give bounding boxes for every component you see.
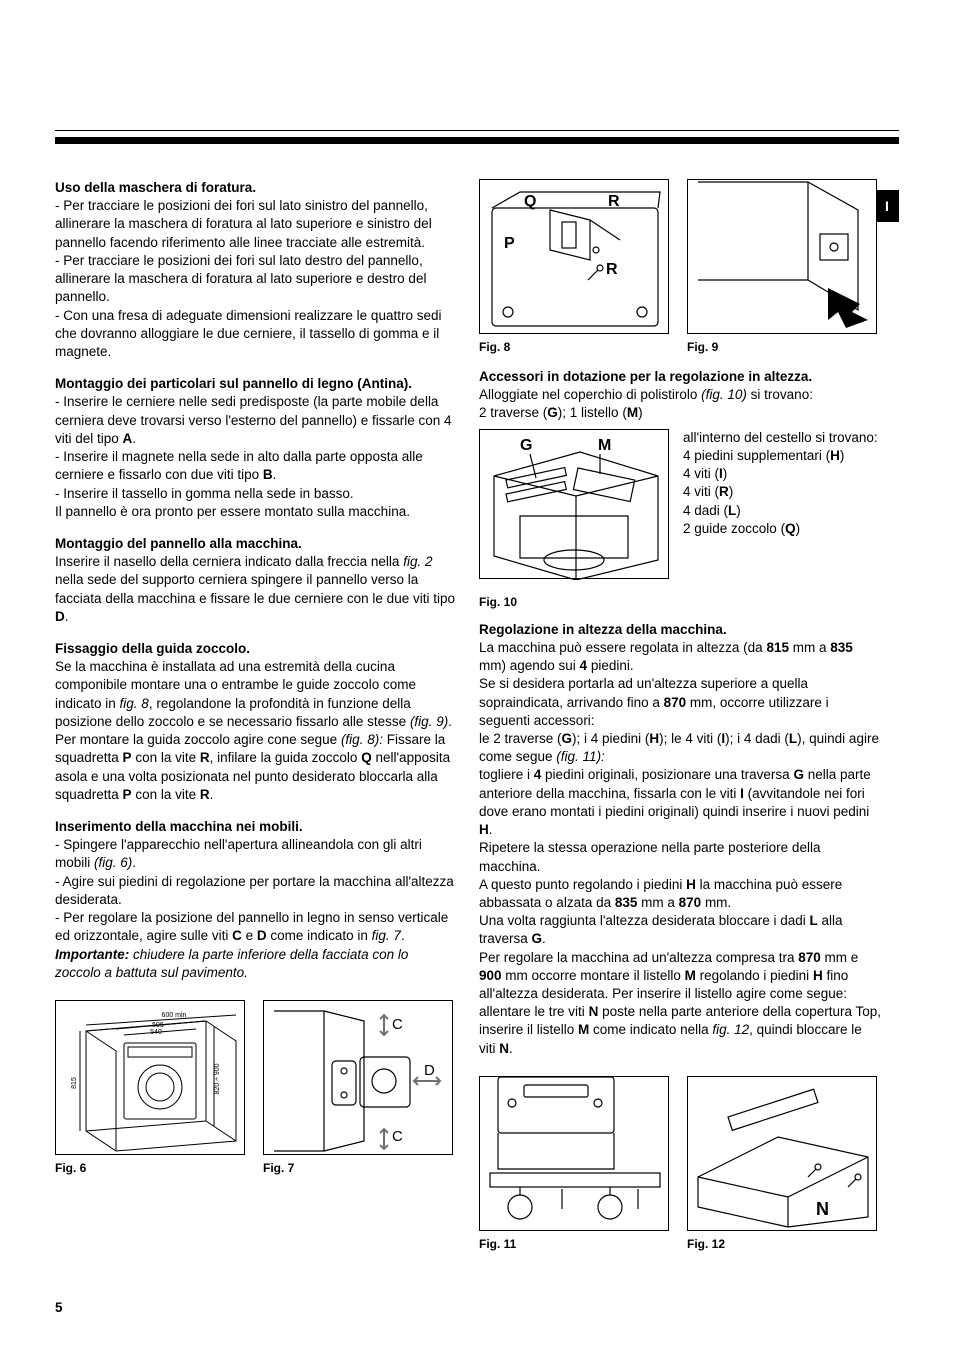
fig-12-caption: Fig. 12 [687,1237,877,1251]
para: - Inserire il magnete nella sede in alto… [55,448,457,484]
fig-7-caption: Fig. 7 [263,1161,453,1175]
svg-text:C: C [392,1128,403,1145]
svg-text:R: R [606,261,618,278]
svg-text:D: D [424,1062,435,1079]
fig-11-caption: Fig. 11 [479,1237,669,1251]
para: Il pannello è ora pronto per essere mont… [55,503,457,521]
para: La macchina può essere regolata in altez… [479,639,881,675]
heading-montaggio-particolari: Montaggio dei particolari sul pannello d… [55,375,457,393]
svg-text:Q: Q [524,193,536,210]
svg-text:600 min: 600 min [162,1012,187,1019]
para: Alloggiate nel coperchio di polistirolo … [479,386,881,404]
page: I Uso della maschera di foratura. - Per … [0,0,954,1351]
fig-7-svg: C C D [264,1001,454,1156]
svg-text:M: M [598,437,611,454]
para: togliere i 4 piedini originali, posizion… [479,766,881,839]
heading-uso: Uso della maschera di foratura. [55,179,457,197]
fig-12: N Fig. 12 [687,1076,877,1251]
para: - Spingere l'apparecchio nell'apertura a… [55,836,457,872]
language-badge: I [875,190,899,222]
fig-12-svg: N [688,1077,878,1232]
para: Per montare la guida zoccolo agire cone … [55,731,457,804]
fig-8: Q R P R Fig. 8 [479,179,669,354]
rule-thin [55,130,899,131]
figs-6-7: 540 595 600 min 815 820 ÷ 900 Fig. 6 [55,1000,457,1175]
fig-8-svg: Q R P R [480,180,670,335]
fig-11-svg [480,1077,670,1232]
svg-text:540: 540 [150,1029,162,1036]
para: - Inserire le cerniere nelle sedi predis… [55,393,457,448]
heading-accessori: Accessori in dotazione per la regolazion… [479,368,881,386]
left-column: Uso della maschera di foratura. - Per tr… [55,179,457,1251]
fig-9: Fig. 9 [687,179,877,354]
para: 2 traverse (G); 1 listello (M) [479,404,881,422]
para: - Per tracciare le posizioni dei fori su… [55,252,457,307]
para: A questo punto regolando i piedini H la … [479,876,881,912]
para: le 2 traverse (G); i 4 piedini (H); le 4… [479,730,881,766]
para: - Inserire il tassello in gomma nella se… [55,485,457,503]
svg-text:N: N [816,1199,829,1219]
fig-6-caption: Fig. 6 [55,1161,245,1175]
figs-11-12: Fig. 11 [479,1076,881,1251]
svg-text:G: G [520,437,532,454]
figs-8-9: Q R P R Fig. 8 [479,179,881,354]
para-important: Importante: chiudere la parte inferiore … [55,946,457,982]
content-columns: Uso della maschera di foratura. - Per tr… [55,179,899,1251]
svg-text:C: C [392,1016,403,1033]
fig-11: Fig. 11 [479,1076,669,1251]
para: - Con una fresa di adeguate dimensioni r… [55,307,457,362]
fig-10-caption: Fig. 10 [479,595,669,609]
para: Per regolare la macchina ad un'altezza c… [479,949,881,1058]
rule-thick [55,137,899,144]
svg-text:595: 595 [152,1022,164,1029]
svg-text:815: 815 [71,1077,78,1089]
fig-10-svg: G M [480,430,670,580]
fig-9-svg [688,180,878,335]
heading-fissaggio: Fissaggio della guida zoccolo. [55,640,457,658]
heading-inserimento: Inserimento della macchina nei mobili. [55,818,457,836]
fig-7: C C D Fig. 7 [263,1000,453,1175]
svg-text:820 ÷ 900: 820 ÷ 900 [214,1063,221,1094]
svg-text:R: R [608,193,620,210]
right-column: Q R P R Fig. 8 [479,179,881,1251]
para: Inserire il nasello della cerniera indic… [55,553,457,626]
fig-6: 540 595 600 min 815 820 ÷ 900 Fig. 6 [55,1000,245,1175]
para: Se la macchina è installata ad una estre… [55,658,457,731]
para: Ripetere la stessa operazione nella part… [479,839,881,875]
para: Se si desidera portarla ad un'altezza su… [479,675,881,730]
fig-6-svg: 540 595 600 min 815 820 ÷ 900 [56,1001,246,1156]
para: - Agire sui piedini di regolazione per p… [55,873,457,909]
heading-montaggio-pannello: Montaggio del pannello alla macchina. [55,535,457,553]
fig-8-caption: Fig. 8 [479,340,669,354]
para: - Per regolare la posizione del pannello… [55,909,457,945]
fig-10: G M Fig. 10 [479,429,669,609]
para: Una volta raggiunta l'altezza desiderata… [479,912,881,948]
heading-regolazione: Regolazione in altezza della macchina. [479,621,881,639]
fig10-block: G M Fig. 10 all'interno del cestello si … [479,429,881,615]
fig-9-caption: Fig. 9 [687,340,877,354]
svg-text:P: P [504,235,515,252]
page-number: 5 [55,1300,63,1315]
para: - Per tracciare le posizioni dei fori su… [55,197,457,252]
